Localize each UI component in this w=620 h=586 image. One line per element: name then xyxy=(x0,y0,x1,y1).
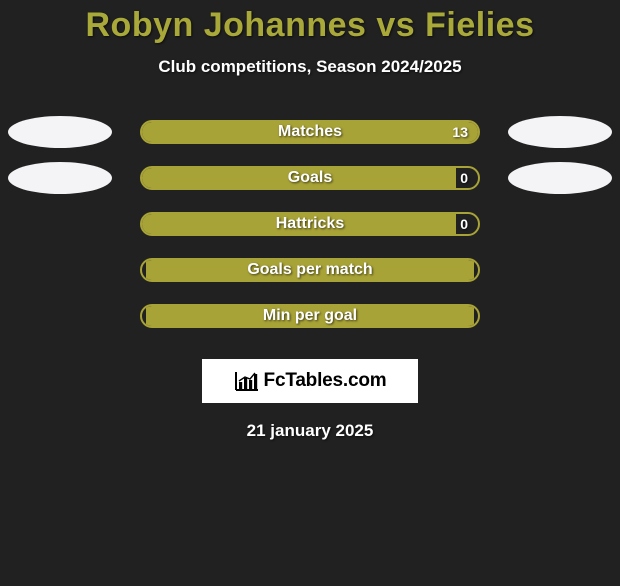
player-right-oval xyxy=(508,116,612,148)
stat-value: 13 xyxy=(452,124,468,140)
stat-bar: Hattricks 0 xyxy=(140,212,480,236)
stat-bar: Min per goal xyxy=(140,304,480,328)
logo-text: FcTables.com xyxy=(264,370,387,392)
stat-bar: Goals 0 xyxy=(140,166,480,190)
stat-row: Hattricks 0 xyxy=(0,201,620,247)
site-logo: FcTables.com xyxy=(202,359,418,403)
player-right-oval xyxy=(508,162,612,194)
stat-label: Matches xyxy=(278,123,342,141)
stat-label: Goals per match xyxy=(247,261,372,279)
stat-value: 0 xyxy=(460,216,468,232)
player-left-oval xyxy=(8,162,112,194)
player-left-oval xyxy=(8,116,112,148)
stat-label: Hattricks xyxy=(276,215,344,233)
stat-value: 0 xyxy=(460,170,468,186)
stat-label: Min per goal xyxy=(263,307,357,325)
date-text: 21 january 2025 xyxy=(0,421,620,441)
chart-icon xyxy=(234,370,260,392)
comparison-chart: Matches 13 Goals 0 Hattricks 0 Goals per match… xyxy=(0,109,620,339)
stat-row: Min per goal xyxy=(0,293,620,339)
stat-row: Goals 0 xyxy=(0,155,620,201)
page-title: Robyn Johannes vs Fielies xyxy=(0,6,620,45)
stat-bar: Goals per match xyxy=(140,258,480,282)
subtitle: Club competitions, Season 2024/2025 xyxy=(0,57,620,77)
stat-row: Goals per match xyxy=(0,247,620,293)
stat-row: Matches 13 xyxy=(0,109,620,155)
stat-label: Goals xyxy=(288,169,332,187)
stat-bar: Matches 13 xyxy=(140,120,480,144)
